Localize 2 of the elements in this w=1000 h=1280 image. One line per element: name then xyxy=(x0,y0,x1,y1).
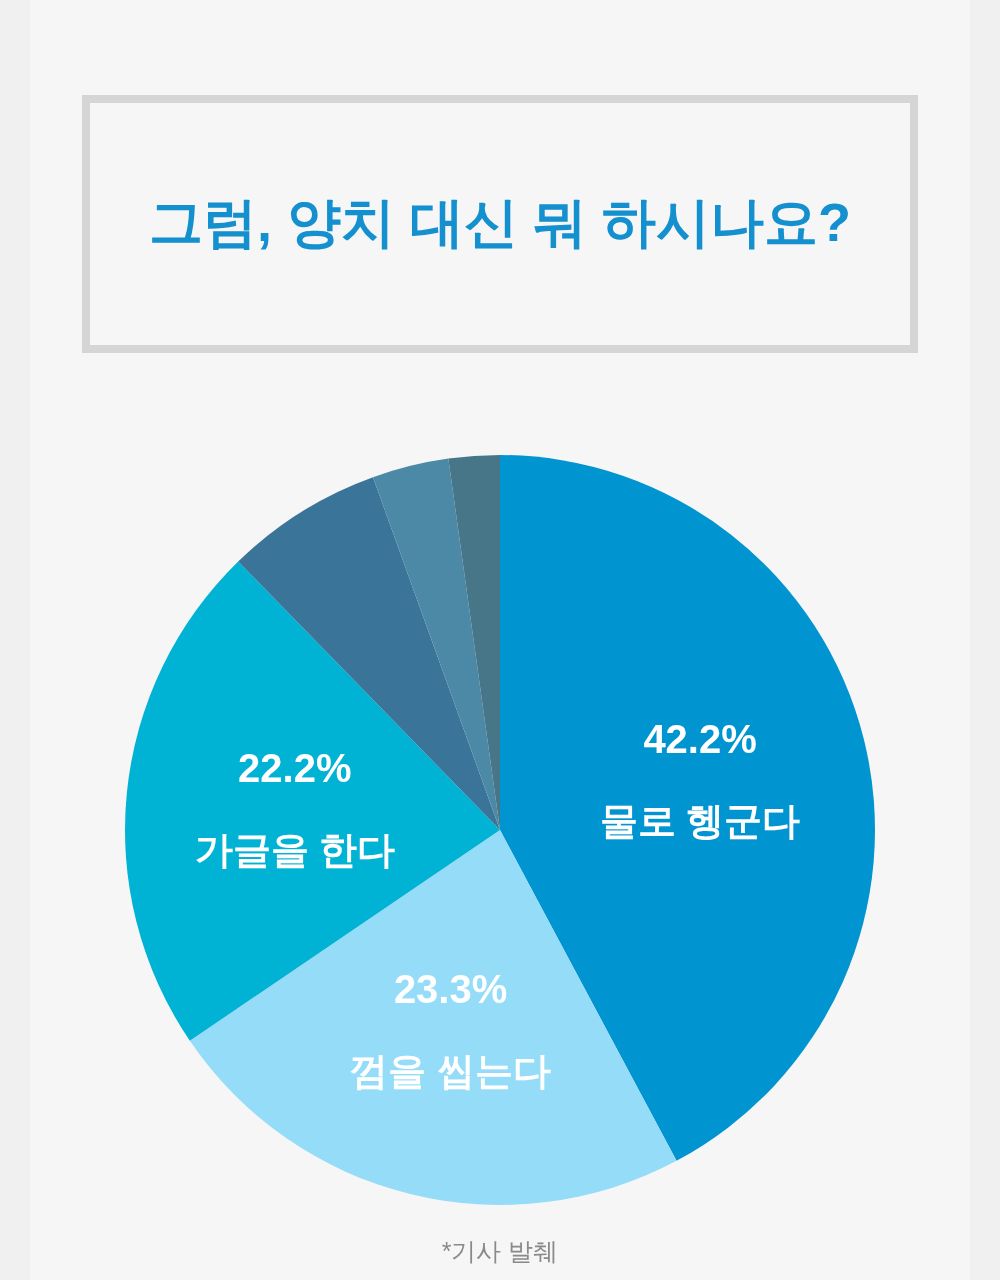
annotation: *기사 발췌 xyxy=(441,1237,559,1265)
title-text: 그럼, 양치 대신 뭐 하시나요? xyxy=(149,192,851,252)
